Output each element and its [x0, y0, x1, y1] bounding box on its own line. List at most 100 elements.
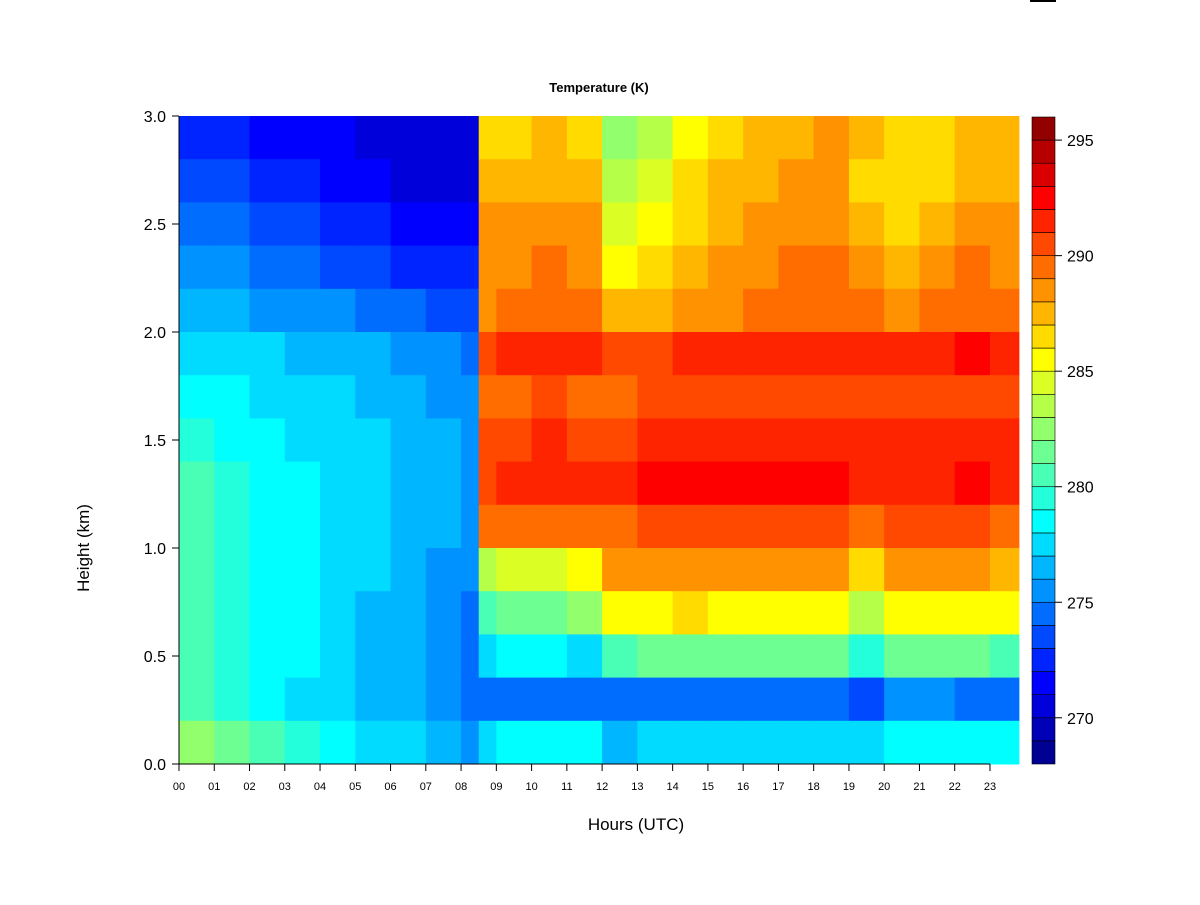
heatmap-cell [461, 116, 480, 160]
heatmap-cell [989, 116, 1020, 160]
colorbar-swatch [1031, 625, 1056, 649]
heatmap-cell [425, 375, 462, 419]
heatmap-cell [179, 159, 215, 203]
heatmap-cell [602, 548, 638, 592]
heatmap-cell [743, 202, 779, 247]
heatmap-cell [284, 504, 321, 549]
heatmap-cell [214, 288, 251, 333]
heatmap-cell [848, 418, 885, 463]
heatmap-cell [813, 634, 850, 679]
colorbar-swatch [1031, 139, 1056, 164]
colorbar-swatch [1031, 324, 1056, 349]
heatmap-cells [179, 116, 1020, 765]
y-axis-label: Height (km) [74, 504, 93, 592]
colorbar-swatch [1031, 578, 1056, 603]
heatmap-cell [672, 418, 709, 463]
heatmap-cell [355, 418, 392, 463]
heatmap-cell [284, 116, 321, 160]
heatmap-cell [778, 677, 815, 722]
heatmap-cell [249, 375, 286, 419]
heatmap-cell [954, 461, 991, 506]
heatmap-cell [989, 591, 1020, 635]
x-tick-label: 14 [667, 781, 679, 793]
heatmap-cell [249, 504, 286, 549]
heatmap-cell [284, 418, 321, 463]
heatmap-cell [214, 245, 251, 290]
heatmap-cell [249, 634, 286, 679]
heatmap-cell [602, 332, 638, 376]
heatmap-cell [637, 548, 674, 592]
heatmap-cell [355, 245, 392, 290]
heatmap-cell [478, 375, 497, 419]
heatmap-cell [707, 461, 744, 506]
heatmap-cell [249, 245, 286, 290]
heatmap-cell [813, 548, 850, 592]
heatmap-cell [390, 418, 427, 463]
heatmap-cell [320, 245, 356, 290]
heatmap-cell [707, 548, 744, 592]
heatmap-cell [602, 418, 638, 463]
heatmap-cell [531, 461, 568, 506]
heatmap-cell [637, 245, 674, 290]
heatmap-cell [602, 461, 638, 506]
heatmap-cell [637, 677, 674, 722]
chart-title: Temperature (K) [549, 80, 648, 95]
heatmap-cell [848, 677, 885, 722]
heatmap-cell [478, 720, 497, 765]
heatmap-cell [848, 202, 885, 247]
heatmap-cell [531, 288, 568, 333]
heatmap-cell [390, 591, 427, 635]
heatmap-cell [390, 720, 427, 765]
heatmap-cell [284, 202, 321, 247]
heatmap-cell [989, 375, 1020, 419]
y-tick-label: 2.5 [144, 217, 166, 234]
x-tick-label: 16 [737, 781, 749, 793]
heatmap-cell [390, 634, 427, 679]
heatmap-cell [531, 202, 568, 247]
heatmap-cell [284, 634, 321, 679]
heatmap-cell [214, 159, 251, 203]
heatmap-cell [637, 202, 674, 247]
corner-mark [1030, 0, 1056, 2]
heatmap-cell [355, 677, 392, 722]
heatmap-cell [637, 504, 674, 549]
heatmap-cell [637, 159, 674, 203]
heatmap-cell [390, 202, 427, 247]
heatmap-cell [320, 591, 356, 635]
heatmap-cell [390, 504, 427, 549]
heatmap-cell [478, 504, 497, 549]
heatmap-cell [566, 418, 603, 463]
heatmap-cell [848, 332, 885, 376]
heatmap-cell [355, 461, 392, 506]
heatmap-cell [884, 461, 920, 506]
heatmap-cell [919, 591, 956, 635]
heatmap-cell [602, 116, 638, 160]
heatmap-cell [813, 159, 850, 203]
heatmap-cell [249, 461, 286, 506]
heatmap-cell [461, 159, 480, 203]
heatmap-cell [320, 332, 356, 376]
y-tick-label: 2.0 [144, 325, 166, 342]
heatmap-cell [778, 116, 815, 160]
heatmap-cell [566, 159, 603, 203]
heatmap-cell [989, 634, 1020, 679]
x-axis-ticks: 00 01 02 03 04 05 06 07 08 09 10 11 12 13 14 15 16 17 18 19… [173, 764, 996, 793]
heatmap-cell [478, 288, 497, 333]
heatmap-cell [214, 548, 251, 592]
heatmap-cell [989, 504, 1020, 549]
heatmap-cell [813, 504, 850, 549]
heatmap-cell [637, 375, 674, 419]
heatmap-cell [602, 245, 638, 290]
heatmap-cell [478, 461, 497, 506]
colorbar-swatch [1031, 463, 1056, 488]
colorbar-swatch [1031, 347, 1056, 372]
colorbar-swatch [1031, 440, 1056, 464]
y-tick-label: 3.0 [144, 109, 166, 126]
heatmap-cell [989, 418, 1020, 463]
heatmap-cell [214, 720, 251, 765]
x-tick-label: 09 [490, 781, 502, 793]
heatmap-cell [461, 375, 480, 419]
heatmap-cell [954, 720, 991, 765]
heatmap-cell [884, 245, 920, 290]
